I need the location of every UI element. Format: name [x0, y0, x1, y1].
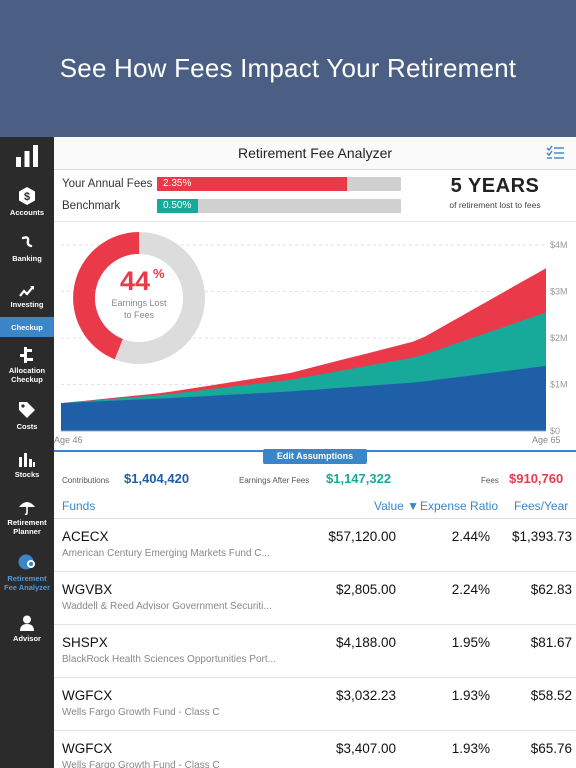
stocks-icon [18, 453, 36, 467]
fund-fees-year: $62.83 [530, 582, 572, 597]
donut-arc [73, 232, 140, 360]
earnings-label: Earnings After Fees [239, 476, 310, 485]
titlebar: Retirement Fee Analyzer [54, 137, 576, 170]
years-lost: 5 YEARS of retirement lost to fees [414, 175, 576, 210]
fund-name: Wells Fargo Growth Fund - Class C [62, 760, 220, 768]
benchmark-label: Benchmark [62, 200, 121, 212]
expense-ratio-column-header[interactable]: Expense Ratio [420, 499, 499, 513]
retirement-chart: $4M $3M $2M $1M $0 Age 46 Age 65 44 % Earnings Lo… [54, 223, 576, 449]
donut-caption-line1: Earnings Lost [111, 298, 167, 308]
sidebar-item-banking[interactable]: Banking [0, 235, 54, 269]
fund-row[interactable]: ACECX American Century Emerging Markets F… [54, 519, 576, 572]
fund-ticker: SHSPX [62, 635, 108, 650]
annual-fees-fill: 2.35% [157, 177, 348, 191]
summary-row: Contributions $1,404,420 Earnings After … [54, 462, 576, 492]
fund-row[interactable]: WGFCX Wells Fargo Growth Fund - Class C $3… [54, 678, 576, 731]
page-title: Retirement Fee Analyzer [237, 145, 393, 161]
x-label-start: Age 46 [54, 435, 83, 445]
y-tick-label: $0 [550, 426, 560, 436]
tag-icon [18, 401, 36, 419]
fund-row[interactable]: SHSPX BlackRock Health Sciences Opportuni… [54, 625, 576, 678]
fund-expense-ratio: 1.93% [451, 741, 490, 756]
fee-icon [17, 553, 37, 571]
annual-fees-bar: 2.35% [157, 177, 401, 191]
bar-chart-icon [15, 145, 39, 167]
years-lost-value: 5 YEARS [450, 175, 540, 197]
fund-value: $2,805.00 [335, 582, 396, 597]
fund-expense-ratio: 1.95% [451, 635, 490, 650]
donut-caption-line2: to Fees [124, 310, 155, 320]
y-tick-label: $1M [550, 380, 568, 390]
umbrella-icon [18, 499, 36, 515]
fund-ticker: WGFCX [62, 741, 113, 756]
benchmark-bar: 0.50% [157, 199, 401, 213]
value-column-header[interactable]: Value ▼ [374, 499, 420, 513]
fund-ticker: WGFCX [62, 688, 113, 703]
sidebar-item-costs[interactable]: Costs [0, 401, 54, 435]
fund-value: $3,032.23 [335, 688, 396, 703]
y-tick-label: $3M [550, 287, 568, 297]
fund-row[interactable]: WGFCX Wells Fargo Growth Fund - Class C $3… [54, 731, 576, 768]
years-lost-caption: of retirement lost to fees [449, 200, 541, 210]
annual-fees-label: Your Annual Fees [62, 178, 153, 190]
donut-hole [95, 254, 183, 342]
fees-value: $910,760 [509, 471, 564, 486]
link-icon [19, 235, 35, 251]
sidebar-item-allocation-checkup[interactable]: Allocation Checkup [0, 347, 54, 387]
fund-row[interactable]: WGVBX Waddell & Reed Advisor Government S… [54, 572, 576, 625]
fund-value: $57,120.00 [328, 529, 396, 544]
earnings-value: $1,147,322 [326, 471, 392, 486]
y-tick-label: $4M [550, 240, 568, 250]
sidebar-item-accounts[interactable]: $ Accounts [0, 187, 54, 227]
trend-icon [19, 285, 35, 297]
sidebar-item-fee-analyzer[interactable]: Retirement Fee Analyzer [0, 553, 54, 597]
checklist-icon[interactable] [546, 145, 564, 161]
sidebar-item-checkup[interactable]: Checkup [0, 317, 54, 337]
fund-name: Wells Fargo Growth Fund - Class C [62, 707, 220, 718]
dollar-icon: $ [19, 187, 35, 205]
fund-fees-year: $81.67 [530, 635, 572, 650]
fund-value: $4,188.00 [335, 635, 396, 650]
app-panel: Retirement Fee Analyzer Your Annual Fees… [54, 137, 576, 768]
funds-header: Funds Value ▼ Expense Ratio Fees/Year [54, 492, 576, 519]
fund-name: BlackRock Health Sciences Opportunities … [62, 654, 276, 665]
sidebar-item-investing[interactable]: Investing [0, 285, 54, 313]
fund-name: Waddell & Reed Advisor Government Securi… [62, 601, 272, 612]
fees-year-column-header[interactable]: Fees/Year [514, 499, 569, 513]
svg-text:$: $ [24, 191, 30, 203]
funds-column-header[interactable]: Funds [62, 499, 96, 513]
fund-expense-ratio: 2.24% [451, 582, 490, 597]
fees-label: Fees [481, 476, 499, 485]
x-label-end: Age 65 [532, 435, 561, 445]
y-tick-label: $2M [550, 333, 568, 343]
donut-percent-sign: % [153, 266, 165, 281]
fund-ticker: WGVBX [62, 582, 113, 597]
person-icon [19, 615, 35, 631]
fees-row: Your Annual Fees 2.35% Benchmark 0.50% 5… [54, 170, 576, 222]
fund-fees-year: $65.76 [530, 741, 572, 756]
series-area [61, 365, 546, 431]
fund-expense-ratio: 2.44% [451, 529, 490, 544]
fund-value: $3,407.00 [335, 741, 396, 756]
fund-fees-year: $1,393.73 [511, 529, 572, 544]
fund-ticker: ACECX [62, 529, 109, 544]
sidebar-item-retirement-planner[interactable]: Retirement Planner [0, 499, 54, 539]
allocation-icon [19, 347, 35, 363]
fund-name: American Century Emerging Markets Fund C… [62, 548, 270, 559]
fund-fees-year: $58.52 [530, 688, 572, 703]
donut-percent: 44 [120, 266, 150, 296]
sidebar-item-stocks[interactable]: Stocks [0, 453, 54, 483]
benchmark-fill: 0.50% [157, 199, 199, 213]
banner: See How Fees Impact Your Retirement [0, 0, 576, 137]
banner-title: See How Fees Impact Your Retirement [59, 53, 517, 83]
fund-expense-ratio: 1.93% [451, 688, 490, 703]
contributions-label: Contributions [62, 476, 110, 485]
sidebar-item-dashboard[interactable] [0, 145, 54, 185]
edit-assumptions-button[interactable]: Edit Assumptions [263, 449, 367, 464]
contributions-value: $1,404,420 [124, 471, 190, 486]
sidebar: $ Accounts Banking Investing Checkup All… [0, 137, 54, 768]
sidebar-item-advisor[interactable]: Advisor [0, 615, 54, 645]
